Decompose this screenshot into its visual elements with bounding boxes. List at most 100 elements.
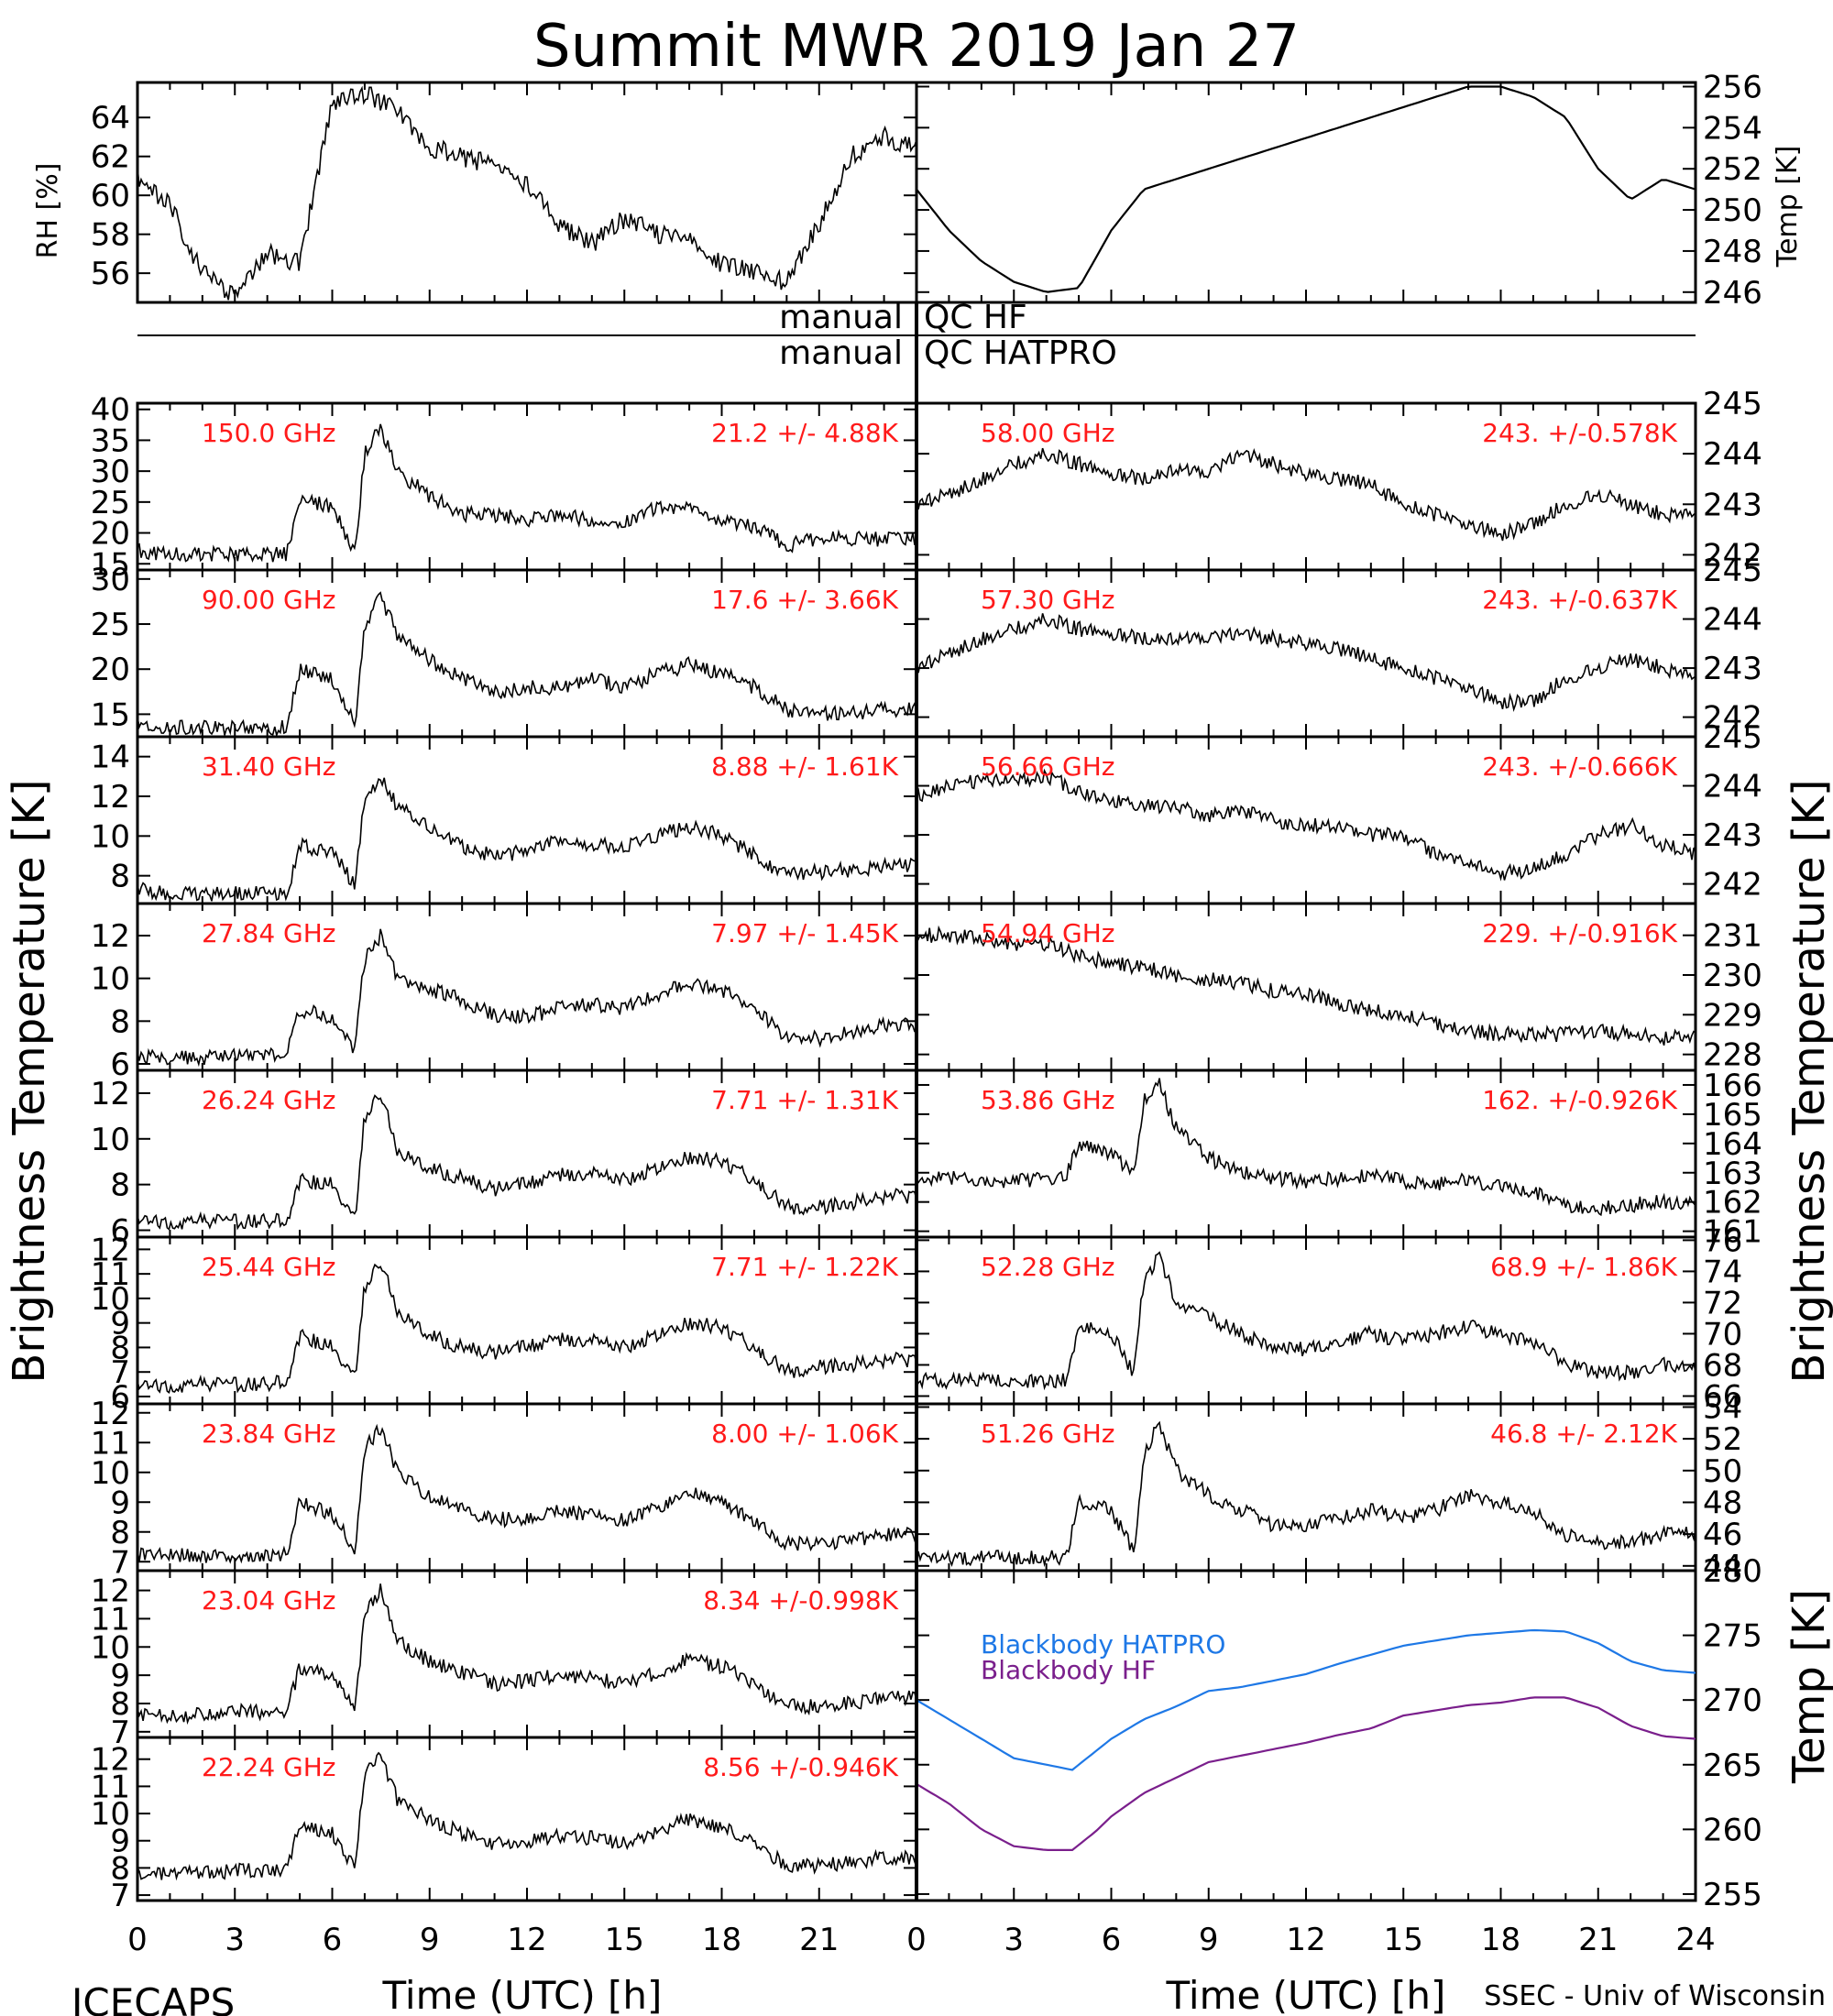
- x-tick-label: 12: [507, 1922, 546, 1958]
- y-tick-label: 72: [1703, 1285, 1742, 1321]
- y-tick-label: 280: [1703, 1553, 1762, 1590]
- panel-temp_surface: 246 248 250 252 254 256: [915, 69, 1762, 312]
- y-tick-label: 25: [91, 485, 130, 521]
- y-tick-label: 242: [1703, 537, 1762, 574]
- panel-27-84: 6 8 10 12 27.84 GHz 7.97 +/- 1.45K: [91, 902, 918, 1083]
- brightness-temperature-left-label: Brightness Temperature [K]: [4, 779, 55, 1383]
- series-line-hatpro: [916, 1628, 1696, 1771]
- y-tick-label: 12: [91, 1742, 130, 1779]
- y-tick-label: 229: [1703, 997, 1762, 1034]
- channel-frequency-label: 27.84 GHz: [202, 918, 336, 948]
- channel-stats-label: 7.97 +/- 1.45K: [711, 918, 898, 948]
- y-tick-label: 228: [1703, 1037, 1762, 1074]
- y-tick-label: 244: [1703, 602, 1762, 639]
- data-trace: [137, 423, 916, 564]
- y-tick-label: 11: [91, 1256, 130, 1293]
- y-tick-label: 245: [1703, 719, 1762, 756]
- channel-frequency-label: 51.26 GHz: [981, 1419, 1115, 1449]
- data-trace: [137, 1263, 916, 1395]
- y-tick-label: 52: [1703, 1421, 1742, 1458]
- y-tick-label: 265: [1703, 1748, 1762, 1784]
- channel-stats-label: 7.71 +/- 1.31K: [711, 1085, 898, 1115]
- y-tick-label: 6: [110, 1213, 130, 1250]
- channel-frequency-label: 31.40 GHz: [202, 751, 336, 782]
- x-tick-label: 9: [1199, 1922, 1219, 1958]
- y-tick-label: 8: [110, 1850, 130, 1887]
- y-tick-label: 243: [1703, 487, 1762, 523]
- y-tick-label: 10: [91, 1455, 130, 1492]
- y-tick-label: 162: [1703, 1185, 1762, 1222]
- qc-hatpro-label: QC HATPRO: [924, 334, 1117, 372]
- temp-top-axis-label: Temp [K]: [1772, 146, 1804, 268]
- data-trace: [916, 447, 1696, 542]
- channel-frequency-label: 23.84 GHz: [202, 1419, 336, 1449]
- y-tick-label: 54: [1703, 1389, 1742, 1426]
- y-tick-label: 48: [1703, 1485, 1742, 1521]
- data-trace: [916, 85, 1696, 293]
- y-tick-label: 10: [91, 1796, 130, 1833]
- y-tick-label: 60: [91, 178, 130, 214]
- y-tick-label: 8: [110, 1003, 130, 1040]
- y-tick-label: 68: [1703, 1347, 1742, 1384]
- channel-stats-label: 243. +/-0.666K: [1482, 751, 1677, 782]
- data-trace: [916, 768, 1696, 882]
- qc-manual-label-1: manual: [779, 299, 903, 336]
- y-tick-label: 256: [1703, 69, 1762, 105]
- x-tick-label: 9: [420, 1922, 440, 1958]
- x-tick-label: 24: [1675, 1922, 1715, 1958]
- data-trace: [137, 591, 916, 737]
- y-tick-label: 46: [1703, 1517, 1742, 1553]
- x-tick-label: 18: [702, 1922, 741, 1958]
- y-tick-label: 6: [110, 1046, 130, 1083]
- y-tick-label: 7: [110, 1878, 130, 1914]
- y-tick-label: 15: [91, 546, 130, 583]
- data-trace: [137, 928, 916, 1068]
- y-tick-label: 255: [1703, 1877, 1762, 1913]
- y-tick-label: 30: [91, 454, 130, 490]
- y-tick-label: 164: [1703, 1126, 1762, 1163]
- y-tick-label: 245: [1703, 386, 1762, 422]
- y-tick-label: 76: [1703, 1222, 1742, 1259]
- data-trace: [137, 1423, 916, 1564]
- data-trace: [137, 1751, 916, 1881]
- y-tick-label: 246: [1703, 275, 1762, 312]
- y-tick-label: 11: [91, 1425, 130, 1462]
- data-trace: [916, 1251, 1696, 1391]
- y-tick-label: 20: [91, 652, 130, 688]
- y-tick-label: 230: [1703, 958, 1762, 994]
- y-tick-label: 40: [91, 392, 130, 429]
- x-tick-label: 18: [1481, 1922, 1520, 1958]
- temp-bottom-axis-label: Temp [K]: [1784, 1589, 1833, 1784]
- y-tick-label: 12: [91, 1232, 130, 1268]
- channel-stats-label: 8.56 +/-0.946K: [703, 1752, 898, 1782]
- channel-frequency-label: 53.86 GHz: [981, 1085, 1115, 1115]
- y-tick-label: 10: [91, 818, 130, 855]
- data-trace: [137, 85, 916, 301]
- x-tick-label: 0: [906, 1922, 927, 1958]
- y-tick-label: 12: [91, 779, 130, 816]
- data-trace: [137, 777, 916, 902]
- channel-stats-label: 243. +/-0.637K: [1482, 585, 1677, 615]
- x-tick-label: 6: [323, 1922, 343, 1958]
- data-trace: [137, 1583, 916, 1726]
- channel-stats-label: 68.9 +/- 1.86K: [1490, 1252, 1677, 1282]
- channel-frequency-label: 22.24 GHz: [202, 1752, 336, 1782]
- data-trace: [916, 613, 1696, 712]
- y-tick-label: 12: [91, 1396, 130, 1432]
- y-tick-label: 25: [91, 607, 130, 643]
- x-tick-label: 3: [225, 1922, 245, 1958]
- brightness-temperature-right-label: Brightness Temperature [K]: [1784, 779, 1833, 1383]
- x-tick-label: 0: [127, 1922, 148, 1958]
- y-tick-label: 275: [1703, 1618, 1762, 1655]
- y-tick-label: 7: [110, 1715, 130, 1751]
- y-tick-label: 166: [1703, 1068, 1762, 1104]
- y-tick-label: 6: [110, 1379, 130, 1416]
- y-tick-label: 12: [91, 1076, 130, 1112]
- y-tick-label: 250: [1703, 192, 1762, 229]
- footer-icecaps: ICECAPS: [71, 1980, 235, 2016]
- y-tick-label: 14: [91, 740, 130, 776]
- y-tick-label: 8: [110, 1515, 130, 1551]
